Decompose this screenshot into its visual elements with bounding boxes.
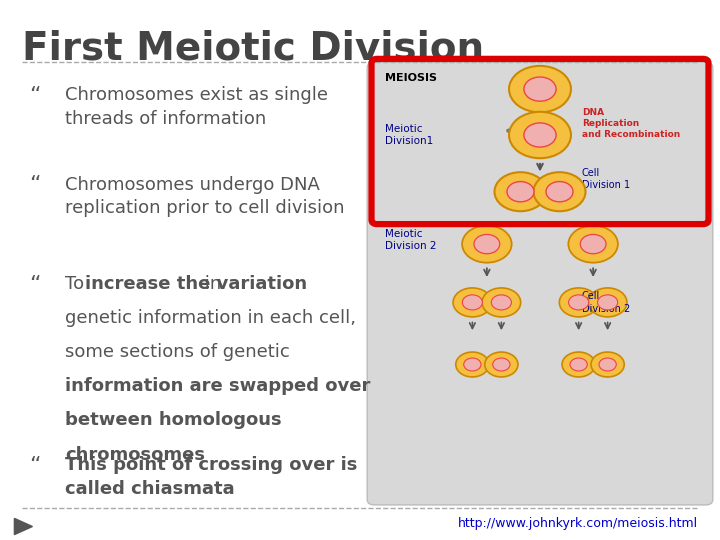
Text: Meiotic
Division 2: Meiotic Division 2 <box>385 229 437 252</box>
Text: in: in <box>199 275 221 293</box>
Circle shape <box>599 358 616 371</box>
Text: increase the variation: increase the variation <box>85 275 307 293</box>
Text: Chromosomes exist as single
threads of information: Chromosomes exist as single threads of i… <box>65 86 328 128</box>
Circle shape <box>456 352 489 377</box>
Text: Chromosomes undergo DNA
replication prior to cell division: Chromosomes undergo DNA replication prio… <box>65 176 344 217</box>
Text: DNA
Replication
and Recombination: DNA Replication and Recombination <box>582 107 680 139</box>
Circle shape <box>546 181 573 202</box>
Circle shape <box>462 295 482 310</box>
Circle shape <box>534 172 585 211</box>
Circle shape <box>524 123 556 147</box>
Text: information are swapped over: information are swapped over <box>65 377 370 395</box>
Circle shape <box>464 358 481 371</box>
Text: Cell
Division 1: Cell Division 1 <box>582 168 630 191</box>
Circle shape <box>485 352 518 377</box>
Circle shape <box>591 352 624 377</box>
Circle shape <box>588 288 627 317</box>
Text: chromosomes: chromosomes <box>65 446 204 463</box>
Circle shape <box>559 288 598 317</box>
Circle shape <box>580 234 606 254</box>
Circle shape <box>482 288 521 317</box>
Circle shape <box>569 295 589 310</box>
Polygon shape <box>14 518 32 535</box>
Text: http://www.johnkyrk.com/meiosis.html: http://www.johnkyrk.com/meiosis.html <box>458 517 698 530</box>
Text: “: “ <box>29 86 40 106</box>
Text: First Meiotic Division: First Meiotic Division <box>22 30 484 68</box>
Circle shape <box>495 172 546 211</box>
Text: between homologous: between homologous <box>65 411 282 429</box>
Circle shape <box>524 77 556 101</box>
FancyBboxPatch shape <box>367 62 713 505</box>
Circle shape <box>492 358 510 371</box>
Text: This point of crossing over is
called chiasmata: This point of crossing over is called ch… <box>65 456 357 498</box>
Text: some sections of genetic: some sections of genetic <box>65 343 289 361</box>
Circle shape <box>453 288 492 317</box>
Circle shape <box>598 295 618 310</box>
Text: “: “ <box>29 456 40 476</box>
Text: Meiotic
Division1: Meiotic Division1 <box>385 124 433 146</box>
Circle shape <box>462 226 512 262</box>
Circle shape <box>570 358 588 371</box>
Circle shape <box>568 226 618 262</box>
Circle shape <box>562 352 595 377</box>
Circle shape <box>509 66 571 112</box>
Circle shape <box>491 295 511 310</box>
Circle shape <box>474 234 500 254</box>
Text: “: “ <box>29 176 40 195</box>
Text: genetic information in each cell,: genetic information in each cell, <box>65 309 356 327</box>
Text: MEIOSIS: MEIOSIS <box>385 73 437 83</box>
Text: “: “ <box>29 275 40 295</box>
Text: To: To <box>65 275 90 293</box>
Circle shape <box>509 112 571 158</box>
Text: Cell
Division 2: Cell Division 2 <box>582 291 630 314</box>
Circle shape <box>507 181 534 202</box>
